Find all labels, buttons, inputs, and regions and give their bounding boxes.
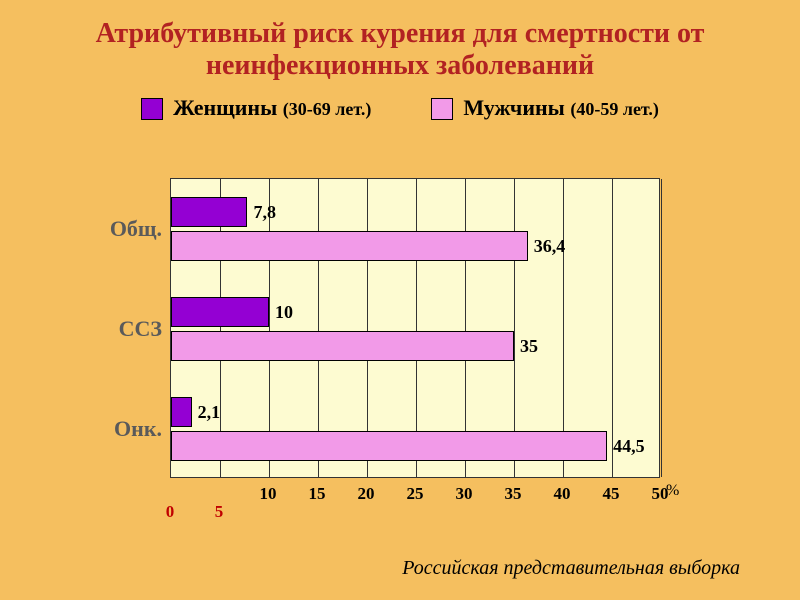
- value-label-men-ssz: 35: [520, 336, 538, 357]
- legend: Женщины (30-69 лет.) Мужчины (40-59 лет.…: [0, 90, 800, 124]
- x-tick-5: 5: [215, 502, 224, 522]
- footnote: Российская представительная выборка: [402, 557, 740, 580]
- grid-line: [661, 179, 662, 477]
- x-tick-35: 35: [505, 484, 522, 504]
- chart-area: Общ.ССЗОнк. 7,836,410352,144,5 051015202…: [80, 178, 720, 478]
- legend-women-text: Женщины: [173, 95, 277, 120]
- chart-title: Атрибутивный риск курения для смертности…: [0, 0, 800, 90]
- legend-label-men: Мужчины (40-59 лет.): [463, 96, 659, 120]
- legend-label-women: Женщины (30-69 лет.): [173, 96, 371, 120]
- bar-women-ssz: [171, 297, 269, 327]
- value-label-women-ssz: 10: [275, 302, 293, 323]
- x-tick-25: 25: [407, 484, 424, 504]
- bar-women-obsh: [171, 197, 247, 227]
- legend-men-text: Мужчины: [463, 95, 565, 120]
- x-tick-10: 10: [260, 484, 277, 504]
- legend-item-men: Мужчины (40-59 лет.): [431, 96, 659, 120]
- value-label-women-obsh: 7,8: [253, 202, 276, 223]
- legend-item-women: Женщины (30-69 лет.): [141, 96, 371, 120]
- category-label-obsh: Общ.: [110, 216, 162, 242]
- x-tick-45: 45: [603, 484, 620, 504]
- x-tick-20: 20: [358, 484, 375, 504]
- bar-men-onk: [171, 431, 607, 461]
- x-axis-ticks: 05101520253035404550: [170, 482, 660, 522]
- category-label-onk: Онк.: [114, 416, 162, 442]
- x-tick-30: 30: [456, 484, 473, 504]
- plot-area: 7,8 36,4 10 35 2,1 44,5: [170, 178, 660, 478]
- x-tick-15: 15: [309, 484, 326, 504]
- bar-women-onk: [171, 397, 192, 427]
- legend-men-age: (40-59 лет.): [570, 99, 659, 119]
- value-label-men-obsh: 36,4: [534, 236, 566, 257]
- grid-line: [612, 179, 613, 477]
- value-label-women-onk: 2,1: [198, 402, 221, 423]
- x-tick-40: 40: [554, 484, 571, 504]
- legend-swatch-men: [431, 98, 453, 120]
- legend-women-age: (30-69 лет.): [283, 99, 372, 119]
- bar-men-obsh: [171, 231, 528, 261]
- axis-unit-label: %: [666, 482, 679, 500]
- legend-swatch-women: [141, 98, 163, 120]
- category-label-ssz: ССЗ: [119, 316, 162, 342]
- x-tick-0: 0: [166, 502, 175, 522]
- value-label-men-onk: 44,5: [613, 436, 645, 457]
- bar-men-ssz: [171, 331, 514, 361]
